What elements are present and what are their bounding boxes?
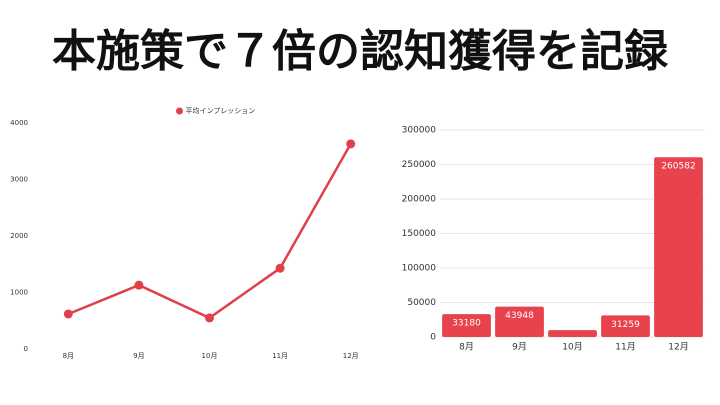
bar	[495, 306, 544, 337]
legend-label: 平均インプレッション	[186, 106, 256, 115]
y-tick-label: 4000	[10, 119, 28, 127]
x-tick-label: 8月	[63, 352, 74, 360]
x-tick-label: 11月	[615, 342, 635, 353]
point	[205, 313, 214, 323]
legend-swatch	[176, 107, 183, 115]
x-tick-label: 9月	[512, 342, 527, 353]
bar	[442, 314, 491, 337]
y-tick-label: 200000	[402, 195, 437, 205]
slide-title: 本施策で７倍の認知獲得を記録	[52, 26, 669, 77]
x-tick-label: 11月	[272, 352, 288, 360]
point	[134, 280, 144, 290]
bar	[548, 330, 597, 337]
point	[346, 139, 356, 149]
y-tick-label: 300000	[402, 126, 437, 136]
y-tick-label: 50000	[407, 298, 436, 308]
y-tick-label: 3000	[10, 176, 28, 184]
bar	[601, 315, 650, 337]
bar	[654, 157, 703, 337]
y-tick-label: 250000	[402, 160, 437, 170]
y-tick-label: 1000	[10, 289, 28, 297]
x-tick-label: 10月	[202, 352, 218, 360]
point	[63, 309, 73, 319]
x-tick-label: 10月	[562, 342, 582, 353]
x-tick-label: 9月	[133, 352, 144, 360]
value-label: 43948	[505, 311, 534, 321]
point	[275, 263, 285, 273]
y-tick-label: 0	[24, 345, 28, 353]
value-label: 260582	[661, 162, 695, 172]
y-tick-label: 150000	[402, 229, 437, 239]
value-label: 33180	[452, 319, 481, 329]
value-label: 31259	[611, 320, 640, 330]
y-tick-label: 100000	[402, 264, 437, 274]
x-tick-label: 8月	[459, 342, 474, 353]
y-tick-label: 0	[430, 333, 436, 343]
y-tick-label: 2000	[10, 232, 28, 240]
x-tick-label: 12月	[343, 352, 359, 360]
x-tick-label: 12月	[668, 342, 688, 353]
